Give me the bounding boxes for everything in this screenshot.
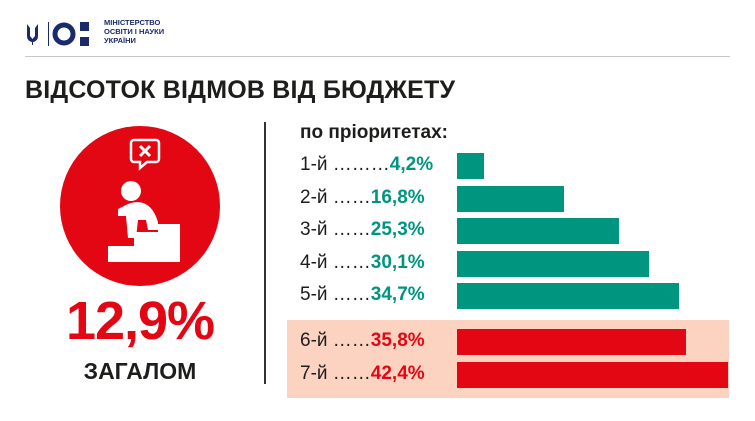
bar-label: 4-й ……30,1%	[300, 252, 425, 274]
value-label: 4,2%	[389, 154, 434, 175]
category-label: 7-й ……	[300, 363, 371, 384]
overall-label: ЗАГАЛОМ	[83, 358, 197, 384]
value-label: 25,3%	[370, 219, 425, 240]
refusal-circle	[60, 126, 220, 286]
overall-percent: 12,9%	[65, 291, 215, 351]
logo-line: МІНІСТЕРСТВО	[104, 18, 161, 27]
category-label: 6-й ……	[300, 330, 371, 351]
category-label: 2-й ……	[300, 187, 371, 208]
bar	[457, 251, 650, 277]
bar	[457, 153, 484, 179]
value-label: 16,8%	[370, 187, 425, 208]
ministry-name: МІНІСТЕРСТВО ОСВІТИ І НАУКИ УКРАЇНИ	[104, 18, 184, 45]
ministry-logo	[27, 22, 89, 46]
bar-label: 7-й ……42,4%	[300, 363, 425, 385]
header-divider	[25, 56, 730, 57]
value-label: 42,4%	[370, 363, 425, 384]
value-label: 34,7%	[370, 284, 425, 305]
vertical-divider	[264, 122, 266, 384]
bar	[457, 186, 565, 212]
bar-label: 3-й ……25,3%	[300, 219, 425, 241]
chart-subtitle: по пріоритетах:	[300, 122, 449, 143]
bar-label: 1-й ………4,2%	[300, 154, 433, 176]
trident-icon	[27, 24, 38, 45]
value-label: 30,1%	[370, 252, 425, 273]
bar-label: 5-й ……34,7%	[300, 284, 425, 306]
bar	[457, 218, 619, 244]
bar	[457, 362, 728, 388]
bar-label: 6-й ……35,8%	[300, 330, 425, 352]
person-on-stairs-icon	[108, 138, 180, 262]
page-title: ВІДСОТОК ВІДМОВ ВІД БЮДЖЕТУ	[25, 76, 456, 104]
logo-line: ОСВІТИ І НАУКИ	[104, 27, 165, 36]
category-label: 1-й ………	[300, 154, 390, 175]
bar-label: 2-й ……16,8%	[300, 187, 425, 209]
bar	[457, 329, 686, 355]
value-label: 35,8%	[370, 330, 425, 351]
category-label: 5-й ……	[300, 284, 371, 305]
category-label: 4-й ……	[300, 252, 371, 273]
category-label: 3-й ……	[300, 219, 371, 240]
logo-line: УКРАЇНИ	[104, 36, 136, 45]
bar	[457, 283, 679, 309]
